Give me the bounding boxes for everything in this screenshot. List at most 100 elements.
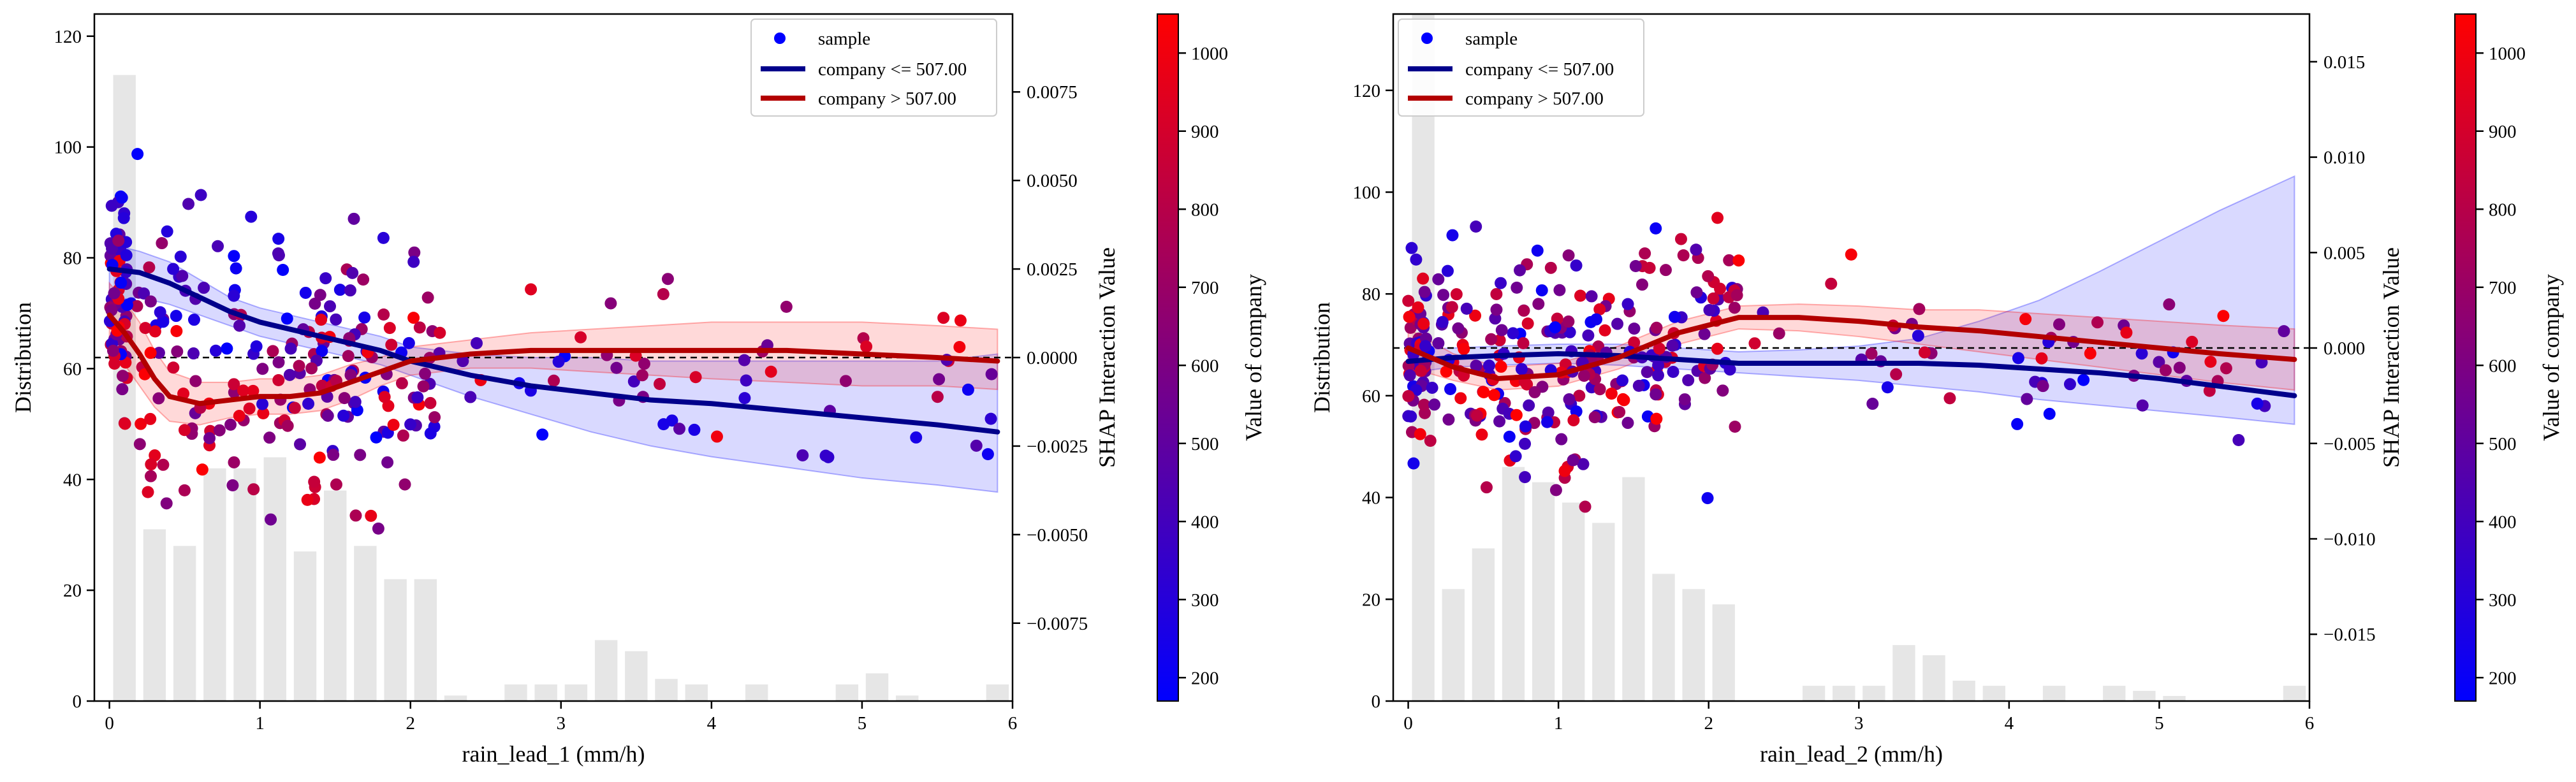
left-sample-point [245,210,258,223]
left-legend-high-label: company > 507.00 [818,89,956,109]
right-sample-point [1519,420,1532,433]
left-x-axis-label: rain_lead_1 (mm/h) [462,741,645,767]
left-sample-point [189,375,202,387]
left-sample-point [738,392,751,405]
right-sample-point [1542,406,1555,419]
right-sample-point [1943,392,1956,405]
left-sample-point [256,363,269,375]
left-sample-point [182,198,195,210]
left-y-tick-label: 20 [63,581,82,601]
right-sample-point [1517,337,1530,349]
right-sample-point [1881,381,1894,394]
left-sample-point [265,513,277,526]
right-sample-point [2220,362,2232,375]
left-sample-point [178,424,191,437]
left-hist-bar [594,640,618,701]
right-sample-point [1535,284,1548,297]
right-colorbar-label: Value of company [2538,274,2564,441]
right-sample-point [1531,244,1544,257]
right-sample-point [1711,212,1724,224]
right-sample-point [1412,301,1424,314]
left-sample-point [348,212,360,225]
right-sample-point [1590,313,1602,326]
right-sample-point [1519,471,1532,484]
left-sample-point [330,313,342,326]
left-sample-point [689,371,702,384]
left-sample-point [323,300,336,313]
right-sample-point [1549,484,1562,496]
right-colorbar-tick-label: 800 [2489,199,2517,220]
left-sample-point [243,402,256,415]
left-sample-point [178,484,191,496]
left-sample-point [288,402,301,414]
left-sample-point [819,449,832,462]
left-sample-point [428,411,441,424]
left-sample-point [154,306,166,319]
right-sample-point [1528,386,1541,398]
left-sample-point [937,312,950,324]
left-sample-point [337,409,350,422]
right-sample-point [1628,322,1641,335]
right-sample-point [2012,352,2024,365]
left-sample-point [309,298,321,310]
left-sample-point [170,310,182,322]
right-sample-point [2019,313,2032,326]
right-sample-point [2163,298,2176,311]
right-sample-point [1702,270,1715,282]
left-hist-bar [896,695,919,701]
right-sample-point [1495,277,1507,289]
left-sample-point [228,456,240,468]
right-y-ticks: 0 20 40 60 80 100 120 [1353,81,1393,712]
left-legend-sample-marker [774,33,786,44]
left-sample-point [370,431,383,444]
left-sample-point [349,396,362,409]
right-sample-point [1495,360,1507,373]
left-y-tick-label: 40 [63,470,82,490]
right-sample-point [1667,366,1680,379]
left-y-tick-label: 60 [63,359,82,379]
left-hist-bar [324,490,347,701]
left-sample-point [119,417,131,430]
right-sample-point [1519,437,1532,450]
left-sample-point [327,449,340,461]
right-sample-point [1446,229,1459,242]
left-sample-point [308,475,321,488]
right-sample-point [1611,317,1624,330]
right-sample-point [1410,253,1423,266]
right-sample-point [1579,500,1592,513]
left-sample-point [346,266,359,279]
right-sample-point [1562,315,1575,328]
left-sample-point [319,272,332,285]
right-y-tick-label: 0 [1372,691,1381,712]
left-sample-point [552,356,565,368]
left-sample-point [654,378,666,391]
left-hist-bar [233,468,256,701]
right-y-tick-label: 40 [1362,488,1380,509]
left-sample-point [112,235,125,247]
left-sample-point [981,448,994,461]
left-sample-point [250,340,263,352]
right-sample-point [1723,254,1736,266]
right-hist-bar [1592,523,1615,701]
left-sample-point [247,483,260,496]
right-sample-point [1677,249,1690,262]
right-sample-point [1652,359,1665,372]
left-sample-point [115,277,128,289]
right-colorbar-tick-label: 600 [2489,356,2517,376]
left-sample-point [171,345,184,358]
right-sample-point [1485,333,1498,345]
left-sample-point [167,263,180,275]
left-colorbar-tick-label: 600 [1191,356,1219,376]
left-sample-point [277,263,289,276]
right-hist-bar [2133,691,2156,701]
left-hist-bar [534,684,557,701]
left-hist-bar [745,684,768,701]
left-colorbar-label: Value of company [1241,274,1266,441]
left-sample-point [372,522,384,535]
left-hist-bar [384,579,407,701]
left-x-tick-label: 4 [707,713,717,734]
left-sample-point [780,300,793,313]
right-sample-point [1650,222,1662,235]
right-x-ticks: 0 1 2 3 4 5 6 [1403,701,2314,734]
right-sample-point [1470,220,1482,233]
